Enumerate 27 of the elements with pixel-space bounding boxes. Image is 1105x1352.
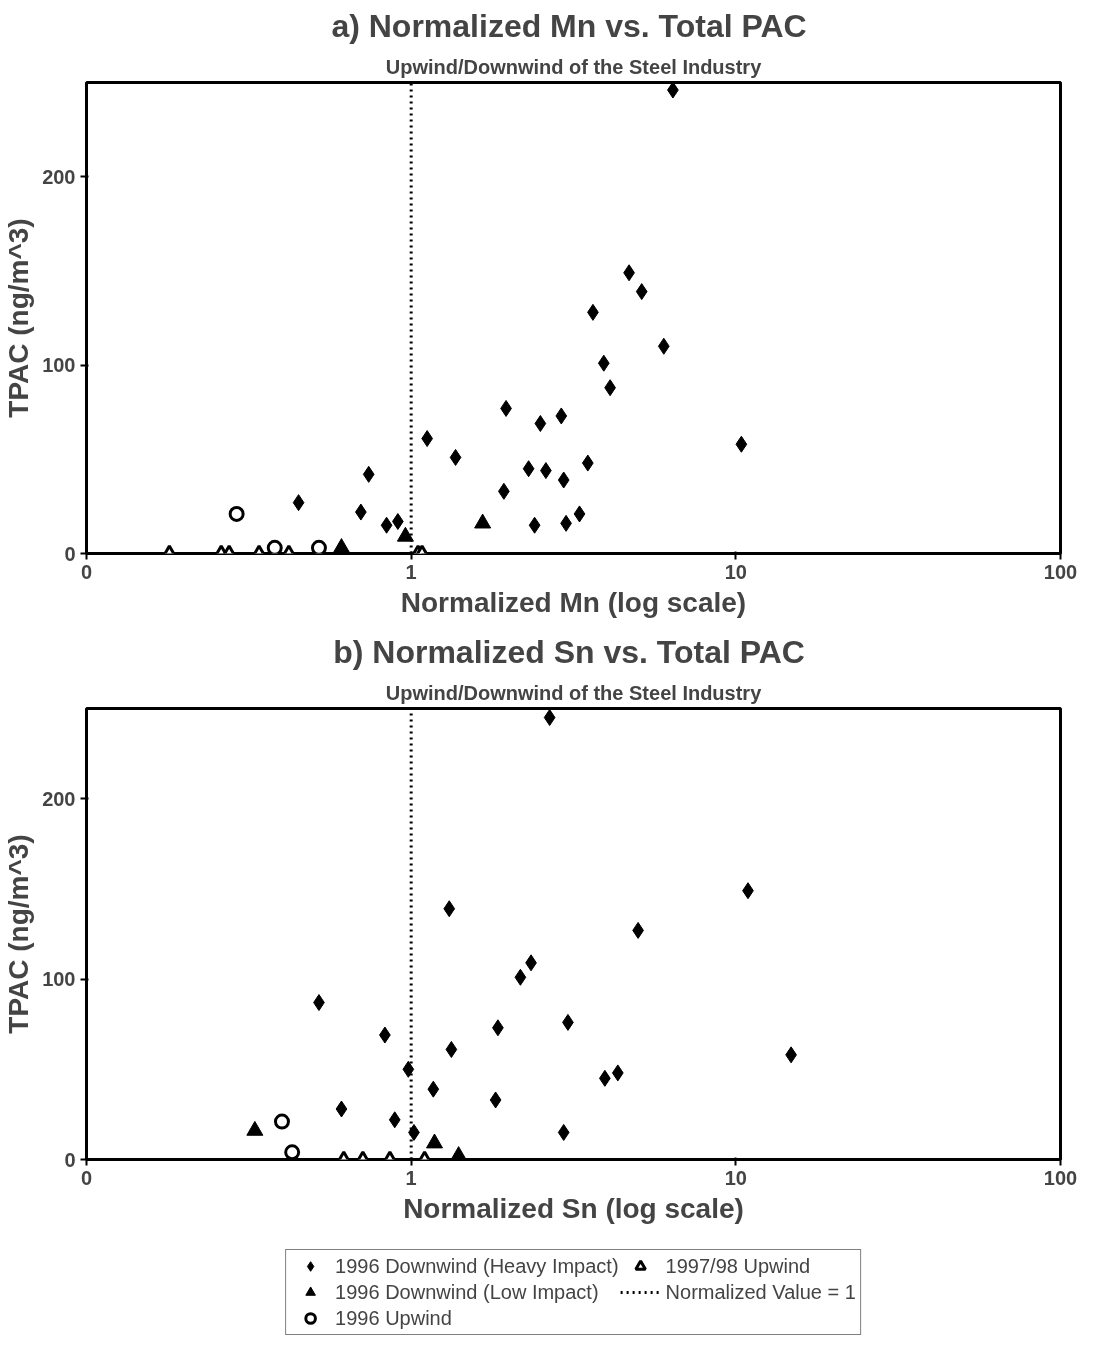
x-tick-label: 1 — [405, 560, 417, 583]
chart-title: a) Normalized Mn vs. Total PAC — [331, 7, 807, 44]
x-tick-label: 100 — [1043, 1166, 1078, 1189]
x-tick-label: 10 — [724, 560, 747, 583]
x-tick-label: 100 — [1043, 560, 1078, 583]
y-tick-label: 0 — [64, 1148, 76, 1171]
y-tick-label: 200 — [42, 787, 76, 810]
legend-label: 1996 Downwind (Heavy Impact) — [335, 1254, 619, 1278]
chart-title: b) Normalized Sn vs. Total PAC — [333, 633, 805, 670]
x-tick-label: 1 — [405, 1166, 417, 1189]
y-tick-label: 200 — [42, 165, 76, 188]
x-axis-title: Normalized Sn (log scale) — [403, 1192, 744, 1224]
x-tick-label: 0 — [80, 1166, 93, 1189]
x-axis-title: Normalized Mn (log scale) — [400, 586, 747, 618]
x-tick-label: 0 — [80, 560, 93, 583]
y-tick-label: 0 — [64, 542, 76, 565]
chart-subtitle: Upwind/Downwind of the Steel Industry — [385, 55, 763, 78]
y-axis-title: TPAC (ng/m^3) — [3, 834, 35, 1034]
chart-subtitle: Upwind/Downwind of the Steel Industry — [385, 681, 763, 704]
legend-label: Normalized Value = 1 — [665, 1280, 856, 1304]
legend-label: 1997/98 Upwind — [665, 1254, 811, 1278]
legend-label: 1996 Upwind — [335, 1306, 452, 1330]
legend-label: 1996 Downwind (Low Impact) — [335, 1280, 599, 1304]
y-tick-label: 100 — [42, 354, 76, 377]
y-tick-label: 100 — [42, 968, 76, 991]
y-axis-title: TPAC (ng/m^3) — [3, 218, 35, 418]
x-tick-label: 10 — [724, 1166, 747, 1189]
